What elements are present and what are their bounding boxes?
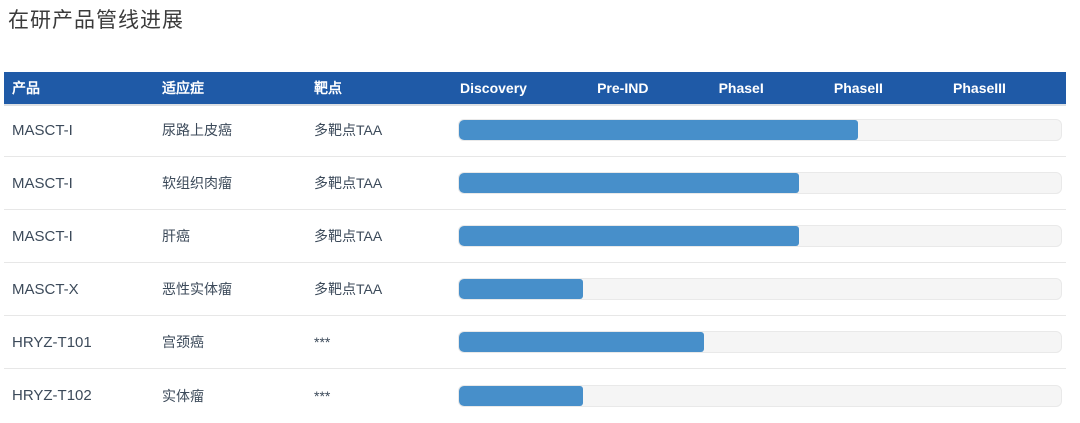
cell-target: *** [314, 334, 331, 350]
cell-product: MASCT-I [12, 227, 73, 245]
cell-target: 多靶点TAA [314, 122, 383, 138]
header-phases: Discovery Pre-IND PhaseI PhaseII PhaseII… [458, 80, 1066, 96]
cell-product: MASCT-I [12, 121, 73, 139]
cell-progress [458, 278, 1066, 300]
phase-label-phase1: PhaseI [718, 80, 764, 96]
cell-progress [458, 331, 1066, 353]
cell-indication: 软组织肉瘤 [162, 175, 232, 191]
cell-progress [458, 172, 1066, 194]
progress-track [458, 119, 1062, 141]
cell-product: MASCT-I [12, 174, 73, 192]
header-indication: 适应症 [162, 80, 204, 96]
phase-label-discovery: Discovery [460, 80, 527, 96]
progress-bar [459, 120, 859, 140]
progress-track [458, 278, 1062, 300]
cell-target: 多靶点TAA [314, 228, 383, 244]
cell-target: 多靶点TAA [314, 281, 383, 297]
phase-label-phase3: PhaseIII [953, 80, 1006, 96]
header-product: 产品 [12, 80, 40, 96]
progress-track [458, 384, 1062, 407]
table-row: HRYZ-T102 实体瘤 *** [4, 369, 1066, 422]
cell-indication: 尿路上皮癌 [162, 122, 232, 138]
table-row: MASCT-X 恶性实体瘤 多靶点TAA [4, 263, 1066, 316]
header-target: 靶点 [314, 80, 342, 96]
cell-indication: 肝癌 [162, 228, 190, 244]
table-body: MASCT-I 尿路上皮癌 多靶点TAA MASCT-I 软组织肉瘤 多靶点TA… [4, 104, 1066, 422]
cell-progress [458, 384, 1066, 407]
cell-progress [458, 119, 1066, 141]
table-row: MASCT-I 肝癌 多靶点TAA [4, 210, 1066, 263]
cell-progress [458, 225, 1066, 247]
cell-indication: 实体瘤 [162, 387, 204, 404]
progress-track [458, 331, 1062, 353]
phase-label-pre-ind: Pre-IND [597, 80, 649, 96]
table-row: HRYZ-T101 宫颈癌 *** [4, 316, 1066, 369]
progress-bar [459, 279, 583, 299]
progress-bar [459, 226, 800, 246]
phase-label-phase2: PhaseII [833, 80, 883, 96]
cell-target: *** [314, 387, 331, 404]
cell-product: MASCT-X [12, 280, 79, 298]
progress-bar [459, 385, 583, 406]
progress-track [458, 172, 1062, 194]
cell-indication: 宫颈癌 [162, 334, 204, 350]
table-row: MASCT-I 软组织肉瘤 多靶点TAA [4, 157, 1066, 210]
cell-product: HRYZ-T102 [12, 387, 92, 404]
page-title: 在研产品管线进展 [8, 9, 184, 32]
table-header-row: 产品 适应症 靶点 Discovery Pre-IND PhaseI Phase… [4, 72, 1066, 104]
progress-track [458, 225, 1062, 247]
cell-indication: 恶性实体瘤 [162, 281, 232, 297]
table-row: MASCT-I 尿路上皮癌 多靶点TAA [4, 104, 1066, 157]
cell-target: 多靶点TAA [314, 175, 383, 191]
progress-bar [459, 332, 704, 352]
progress-bar [459, 173, 800, 193]
cell-product: HRYZ-T101 [12, 333, 92, 351]
pipeline-table: 产品 适应症 靶点 Discovery Pre-IND PhaseI Phase… [4, 72, 1066, 422]
